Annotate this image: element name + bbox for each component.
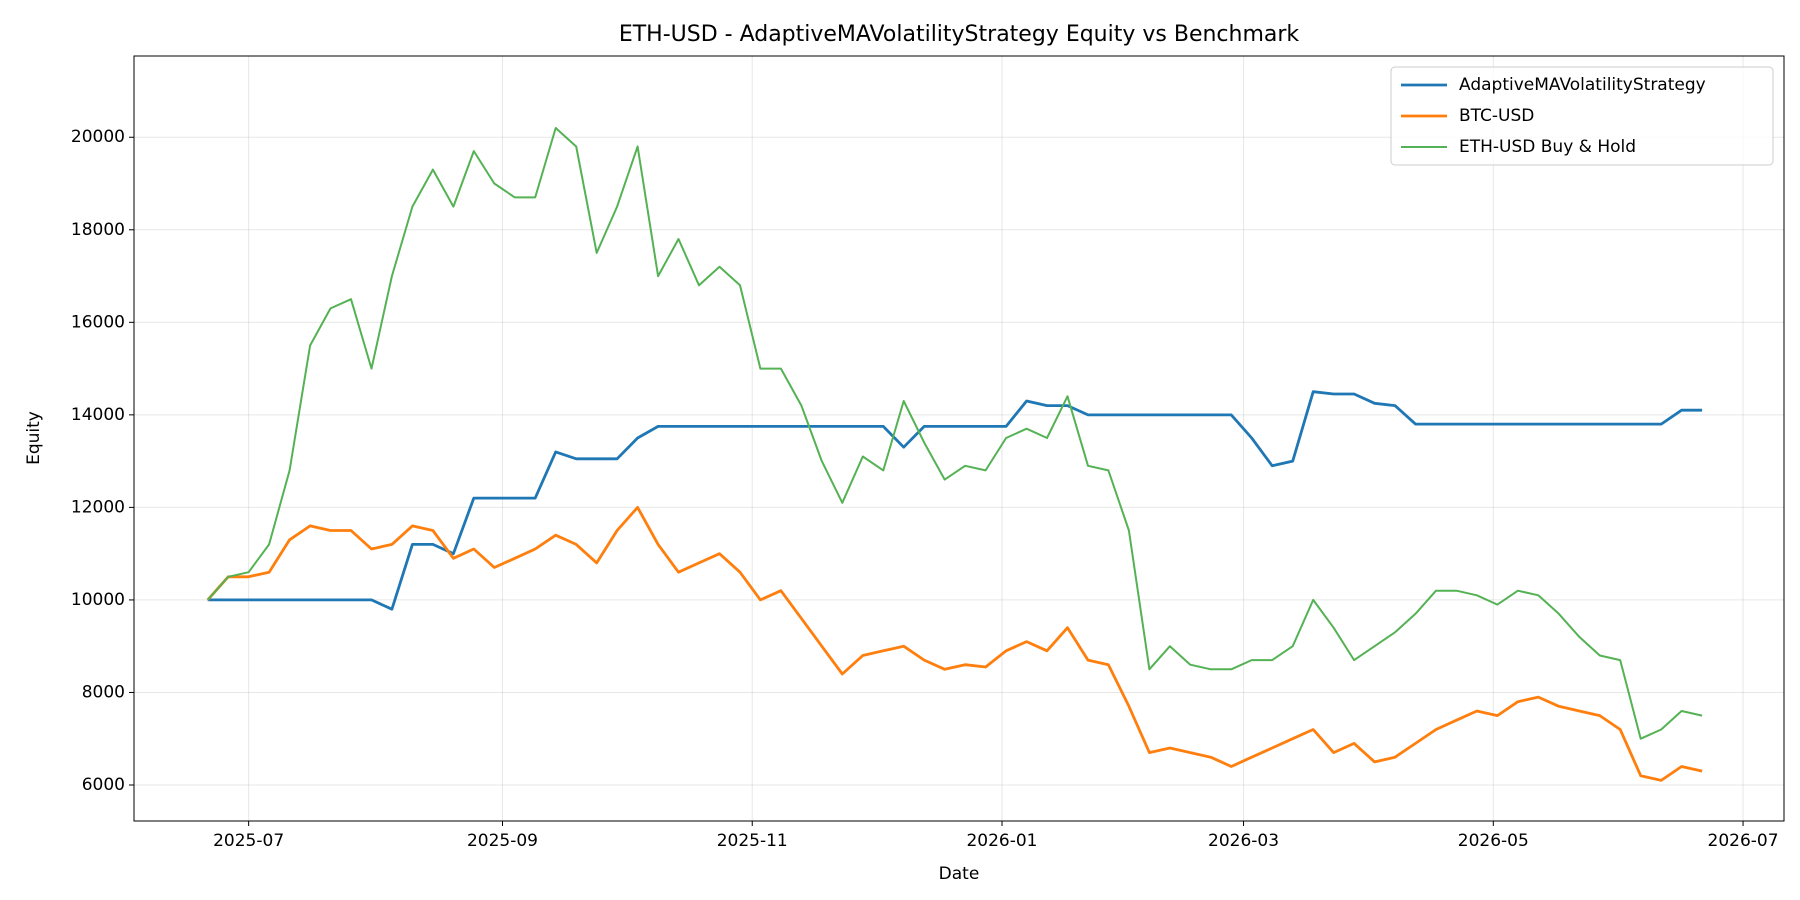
x-tick-label: 2026-07: [1708, 831, 1779, 851]
series-line: [206, 506, 1703, 782]
y-tick-label: 14000: [71, 405, 125, 425]
series-line: [206, 127, 1703, 740]
legend-label: BTC-USD: [1459, 106, 1534, 126]
x-tick-label: 2026-03: [1208, 831, 1279, 851]
legend-label: AdaptiveMAVolatilityStrategy: [1459, 75, 1706, 95]
plot-frame: [133, 55, 1785, 822]
y-tick-label: 6000: [82, 775, 125, 795]
chart-title: ETH-USD - AdaptiveMAVolatilityStrategy E…: [619, 22, 1300, 47]
y-tick-label: 18000: [71, 220, 125, 240]
legend-label: ETH-USD Buy & Hold: [1459, 137, 1636, 157]
x-axis-label: Date: [939, 864, 980, 884]
y-tick-label: 12000: [71, 497, 125, 517]
x-tick-label: 2026-01: [966, 831, 1037, 851]
x-tick-label: 2026-05: [1458, 831, 1529, 851]
y-axis-label: Equity: [24, 411, 44, 465]
legend-box: [1390, 66, 1774, 166]
y-tick-label: 16000: [71, 312, 125, 332]
x-tick-label: 2025-11: [717, 831, 788, 851]
y-tick-label: 10000: [71, 590, 125, 610]
series-line: [207, 390, 1703, 611]
y-tick-label: 8000: [82, 682, 125, 702]
y-tick-label: 20000: [71, 127, 125, 147]
x-tick-label: 2025-07: [213, 831, 284, 851]
x-tick-label: 2025-09: [467, 831, 538, 851]
